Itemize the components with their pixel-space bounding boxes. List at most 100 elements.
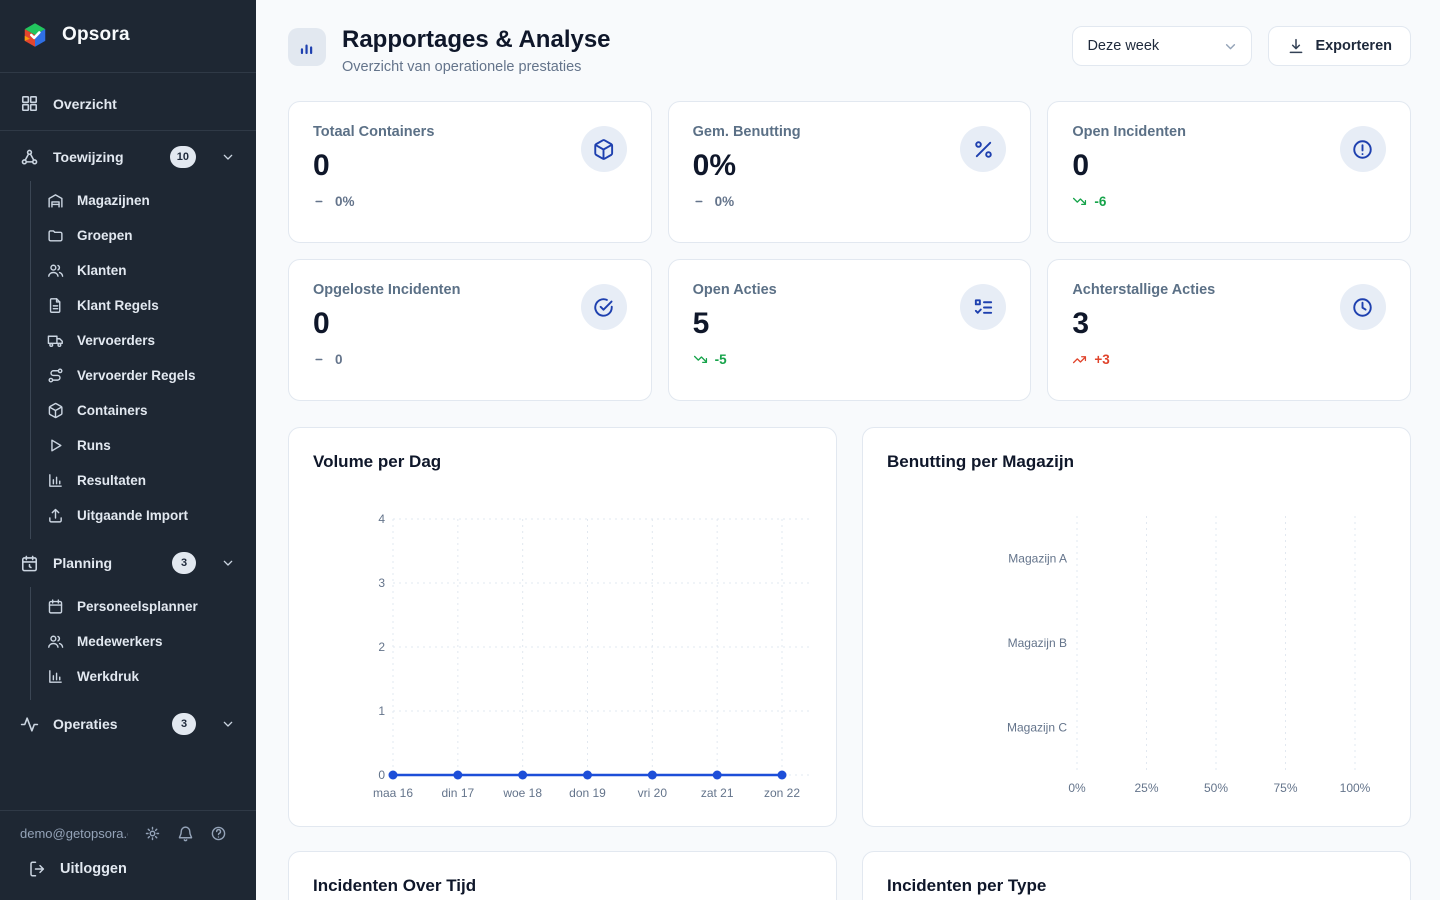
kpi-label: Open Acties: [693, 282, 1007, 298]
sidebar-footer: demo@getopsora.c... Uitloggen: [0, 810, 256, 900]
sidebar-group-operaties[interactable]: Operaties 3: [0, 700, 256, 748]
download-icon: [1287, 37, 1305, 55]
play-icon: [47, 437, 64, 454]
volume-chart-card: Volume per Dag 01234maa 16din 17woe 18do…: [288, 427, 837, 827]
list-checks-icon: [960, 284, 1006, 330]
sidebar-sublist: Personeelsplanner Medewerkers Werkdruk: [30, 587, 256, 700]
folder-icon: [47, 227, 64, 244]
sidebar-item-magazijnen[interactable]: Magazijnen: [31, 183, 256, 218]
kpi-trend: 0: [313, 352, 627, 367]
gear-icon[interactable]: [144, 825, 161, 842]
kpi-value: 3: [1072, 307, 1386, 341]
volume-chart-title: Volume per Dag: [313, 452, 812, 472]
nodes-icon: [20, 148, 39, 167]
bell-icon[interactable]: [177, 825, 194, 842]
minus-icon: [313, 194, 328, 209]
logout-button[interactable]: Uitloggen: [20, 842, 236, 882]
sidebar-group-toewijzing[interactable]: Toewijzing 10: [0, 133, 256, 181]
chart-grid: Volume per Dag 01234maa 16din 17woe 18do…: [288, 427, 1411, 827]
sidebar-item-personeelsplanner[interactable]: Personeelsplanner: [31, 589, 256, 624]
kpi-trend-text: 0%: [715, 194, 735, 209]
minus-icon: [313, 352, 328, 367]
sidebar-item-klant-regels[interactable]: Klant Regels: [31, 288, 256, 323]
opsora-logo-icon: [20, 20, 50, 50]
svg-text:zon 22: zon 22: [764, 786, 800, 800]
kpi-label: Achterstallige Acties: [1072, 282, 1386, 298]
sidebar-item-label: Containers: [77, 403, 148, 418]
sidebar-item-werkdruk[interactable]: Werkdruk: [31, 659, 256, 694]
kpi-trend: -6: [1072, 194, 1386, 209]
sidebar-item-label: Overzicht: [53, 96, 117, 112]
logo-row: Opsora: [0, 0, 256, 73]
svg-text:25%: 25%: [1134, 781, 1158, 795]
kpi-card-achterstallige-acties: Achterstallige Acties 3 +3: [1047, 259, 1411, 401]
sidebar-item-klanten[interactable]: Klanten: [31, 253, 256, 288]
logout-label: Uitloggen: [60, 861, 127, 877]
sidebar-item-label: Uitgaande Import: [77, 508, 188, 523]
sidebar-item-groepen[interactable]: Groepen: [31, 218, 256, 253]
kpi-value: 0: [313, 149, 627, 183]
check-circle-icon: [581, 284, 627, 330]
logout-icon: [28, 860, 46, 878]
kpi-label: Opgeloste Incidenten: [313, 282, 627, 298]
period-select-value: Deze week: [1087, 38, 1159, 54]
trending-down-icon: [693, 352, 708, 367]
sidebar-group-planning[interactable]: Planning 3: [0, 539, 256, 587]
incidents-per-type-card: Incidenten per Type: [862, 851, 1411, 900]
sidebar-item-overzicht[interactable]: Overzicht: [0, 79, 256, 128]
svg-text:0: 0: [378, 768, 385, 782]
kpi-trend: +3: [1072, 352, 1386, 367]
export-button[interactable]: Exporteren: [1268, 26, 1411, 66]
kpi-label: Open Incidenten: [1072, 124, 1386, 140]
truck-icon: [47, 332, 64, 349]
svg-text:1: 1: [378, 704, 385, 718]
kpi-trend-text: 0: [335, 352, 343, 367]
sidebar-nav: Overzicht Toewijzing 10 Magazijnen Groep…: [0, 73, 256, 810]
sidebar-item-containers[interactable]: Containers: [31, 393, 256, 428]
sidebar-item-label: Vervoerder Regels: [77, 368, 196, 383]
export-label: Exporteren: [1315, 38, 1392, 54]
sidebar-item-vervoerders[interactable]: Vervoerders: [31, 323, 256, 358]
svg-text:don 19: don 19: [569, 786, 606, 800]
sidebar-item-medewerkers[interactable]: Medewerkers: [31, 624, 256, 659]
kpi-card-open-incidenten: Open Incidenten 0 -6: [1047, 101, 1411, 243]
bar-chart-axis-icon: [47, 668, 64, 685]
sidebar-item-vervoerder-regels[interactable]: Vervoerder Regels: [31, 358, 256, 393]
sidebar-group-label: Planning: [53, 555, 112, 571]
help-icon[interactable]: [210, 825, 227, 842]
kpi-value: 0: [1072, 149, 1386, 183]
sidebar-group-label: Toewijzing: [53, 149, 124, 165]
svg-text:vri 20: vri 20: [638, 786, 668, 800]
users-icon: [47, 633, 64, 650]
svg-text:3: 3: [378, 576, 385, 590]
period-select[interactable]: Deze week: [1072, 26, 1252, 66]
bar-chart-axis-icon: [47, 472, 64, 489]
sidebar-item-resultaten[interactable]: Resultaten: [31, 463, 256, 498]
sidebar: Opsora Overzicht Toewijzing 10 Magazijne…: [0, 0, 256, 900]
divider: [0, 130, 256, 131]
trending-up-icon: [1072, 352, 1087, 367]
svg-text:maa 16: maa 16: [373, 786, 413, 800]
kpi-trend: 0%: [313, 194, 627, 209]
sidebar-item-label: Magazijnen: [77, 193, 150, 208]
kpi-trend-text: 0%: [335, 194, 355, 209]
upload-icon: [47, 507, 64, 524]
svg-text:50%: 50%: [1204, 781, 1228, 795]
kpi-trend: -5: [693, 352, 1007, 367]
sidebar-item-label: Medewerkers: [77, 634, 163, 649]
svg-text:Magazijn A: Magazijn A: [1008, 551, 1067, 565]
chevron-down-icon: [1222, 38, 1239, 55]
kpi-card-totaal-containers: Totaal Containers 0 0%: [288, 101, 652, 243]
volume-line-chart: 01234maa 16din 17woe 18don 19vri 20zat 2…: [313, 484, 812, 814]
svg-text:100%: 100%: [1340, 781, 1371, 795]
incidents-over-time-title: Incidenten Over Tijd: [313, 876, 812, 896]
svg-text:4: 4: [378, 512, 385, 526]
svg-text:woe 18: woe 18: [502, 786, 542, 800]
kpi-trend: 0%: [693, 194, 1007, 209]
sidebar-item-uitgaande-import[interactable]: Uitgaande Import: [31, 498, 256, 533]
sidebar-item-runs[interactable]: Runs: [31, 428, 256, 463]
incidents-per-type-title: Incidenten per Type: [887, 876, 1386, 896]
kpi-value: 0: [313, 307, 627, 341]
kpi-card-gem-benutting: Gem. Benutting 0% 0%: [668, 101, 1032, 243]
sidebar-item-label: Resultaten: [77, 473, 146, 488]
